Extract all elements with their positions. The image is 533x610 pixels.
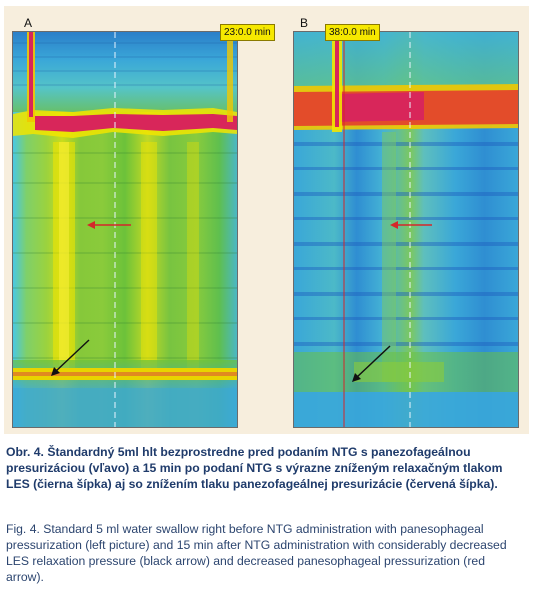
caption-slovak: Obr. 4. Štandardný 5ml hlt bezprostredne… <box>6 445 503 491</box>
red-arrow-b <box>390 221 432 229</box>
upper-region <box>13 32 237 112</box>
ues-band <box>35 114 237 132</box>
red-arrow-a <box>87 221 131 229</box>
black-arrow-b <box>352 345 391 382</box>
panel-b-label: B <box>300 16 309 30</box>
manometry-plot-b <box>293 31 519 428</box>
time-label-a: 23:0.0 min <box>220 24 275 41</box>
caption-english: Fig. 4. Standard 5 ml water swallow righ… <box>6 522 507 584</box>
pressure-topography-a <box>13 32 237 427</box>
striations <box>13 42 237 359</box>
time-label-b: 38:0.0 min <box>325 24 380 41</box>
panel-a-label: A <box>24 16 33 30</box>
black-arrow-a <box>51 339 90 376</box>
striations <box>294 142 518 346</box>
pressure-topography-b <box>294 32 518 427</box>
manometry-plot-a <box>12 31 238 428</box>
ues-band <box>334 92 424 122</box>
